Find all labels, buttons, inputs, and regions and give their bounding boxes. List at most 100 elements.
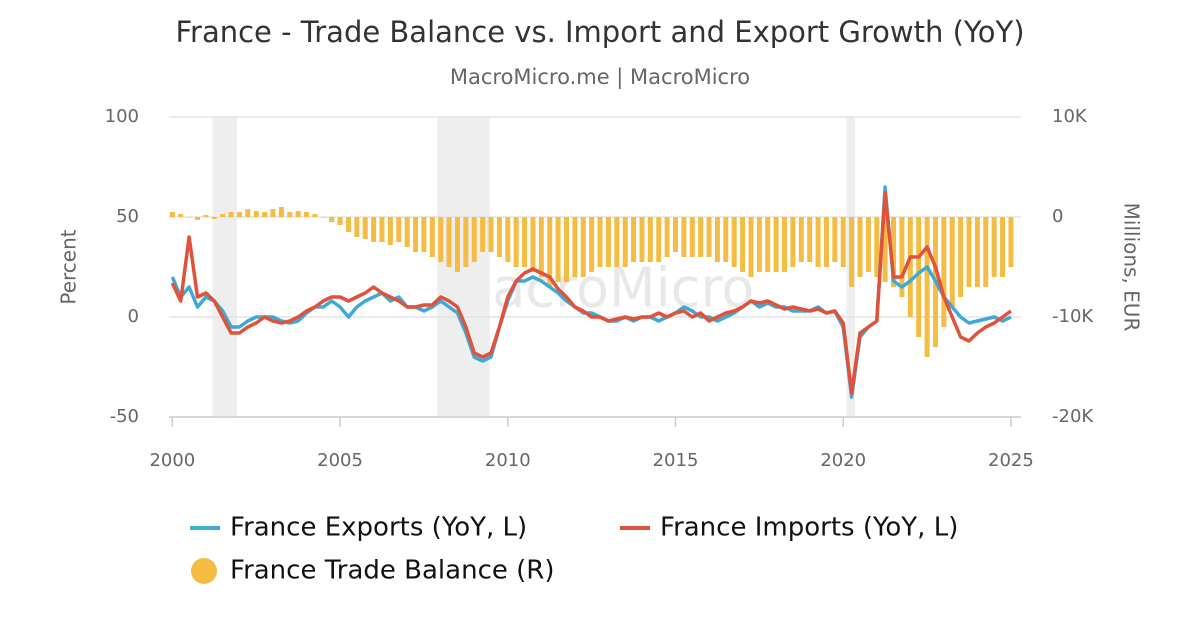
bar: [312, 214, 318, 217]
x-tick-label: 2025: [988, 450, 1034, 471]
bar: [287, 212, 293, 217]
bar: [354, 217, 360, 237]
bar: [413, 217, 419, 252]
y-tick-label: -50: [110, 406, 139, 427]
bar: [907, 217, 913, 317]
x-tick-label: 2000: [149, 450, 195, 471]
bar: [974, 217, 980, 287]
bar: [589, 217, 595, 272]
bar: [941, 217, 947, 327]
x-tick-label: 2015: [653, 450, 699, 471]
bar: [983, 217, 989, 287]
chart-title: France - Trade Balance vs. Import and Ex…: [175, 15, 1024, 49]
bar: [614, 217, 620, 267]
bar: [563, 217, 569, 282]
bar: [463, 217, 469, 267]
bar: [505, 217, 511, 262]
bar: [513, 217, 519, 267]
bar: [840, 217, 846, 267]
bar: [698, 217, 704, 257]
bar: [169, 212, 175, 217]
bar: [605, 217, 611, 267]
bar: [480, 217, 486, 252]
bar: [673, 217, 679, 252]
y-tick-label: 50: [116, 206, 139, 227]
bar: [765, 217, 771, 272]
bar: [438, 217, 444, 262]
bar: [270, 209, 276, 217]
bar: [446, 217, 452, 267]
bar: [723, 217, 729, 262]
bar: [891, 217, 897, 287]
bar: [991, 217, 997, 277]
bar: [949, 217, 955, 307]
bar: [404, 217, 410, 247]
x-tick-label: 2010: [485, 450, 531, 471]
y2-tick-label: -10K: [1052, 306, 1094, 327]
y-tick-label: 0: [128, 306, 139, 327]
bar: [371, 217, 377, 242]
bar: [304, 212, 310, 217]
bar: [597, 217, 603, 267]
bar: [396, 217, 402, 242]
bar: [379, 217, 385, 242]
bar: [530, 217, 536, 272]
bar: [1008, 217, 1014, 267]
bar: [832, 217, 838, 262]
bar: [656, 217, 662, 262]
shaded-period: [212, 117, 238, 417]
bar: [572, 217, 578, 277]
bar: [1000, 217, 1006, 277]
bar: [228, 212, 234, 217]
bar: [580, 217, 586, 277]
legend-symbol: [191, 558, 217, 584]
bar: [429, 217, 435, 257]
bar: [748, 217, 754, 277]
bar: [488, 217, 494, 252]
bar: [522, 217, 528, 267]
bar: [899, 217, 905, 297]
y2-tick-label: 10K: [1052, 106, 1088, 127]
bar: [647, 217, 653, 262]
bar: [387, 217, 393, 245]
bar: [253, 211, 259, 217]
y2-tick-label: 0: [1052, 206, 1063, 227]
bar: [295, 211, 301, 217]
y-tick-label: 100: [105, 106, 139, 127]
bar: [782, 217, 788, 272]
bar: [966, 217, 972, 287]
bar: [639, 217, 645, 262]
bar: [186, 217, 192, 218]
bar: [865, 217, 871, 272]
bar: [320, 217, 326, 218]
chart-subtitle: MacroMicro.me | MacroMicro: [450, 65, 750, 90]
y2-axis-label: Millions, EUR: [1120, 203, 1144, 332]
bar: [798, 217, 804, 262]
x-tick-label: 2020: [820, 450, 866, 471]
bar: [622, 217, 628, 267]
bar: [815, 217, 821, 267]
bar: [958, 217, 964, 297]
bar: [790, 217, 796, 267]
y-axis-label: Percent: [57, 229, 81, 304]
bar: [454, 217, 460, 272]
line: [170, 191, 1012, 395]
bar: [421, 217, 427, 252]
bar: [203, 215, 209, 217]
legend-label: France Imports (YoY, L): [660, 513, 958, 543]
bar: [681, 217, 687, 257]
bar: [857, 217, 863, 277]
bar: [211, 217, 217, 219]
bar: [664, 217, 670, 257]
bar: [555, 217, 561, 282]
watermark: MacroMicro: [446, 257, 755, 320]
legend-label: France Exports (YoY, L): [230, 513, 527, 543]
x-tick-label: 2005: [317, 450, 363, 471]
bar: [362, 217, 368, 239]
bar: [849, 217, 855, 287]
bar: [262, 212, 268, 217]
bar: [756, 217, 762, 272]
bar: [538, 217, 544, 277]
bar: [714, 217, 720, 262]
